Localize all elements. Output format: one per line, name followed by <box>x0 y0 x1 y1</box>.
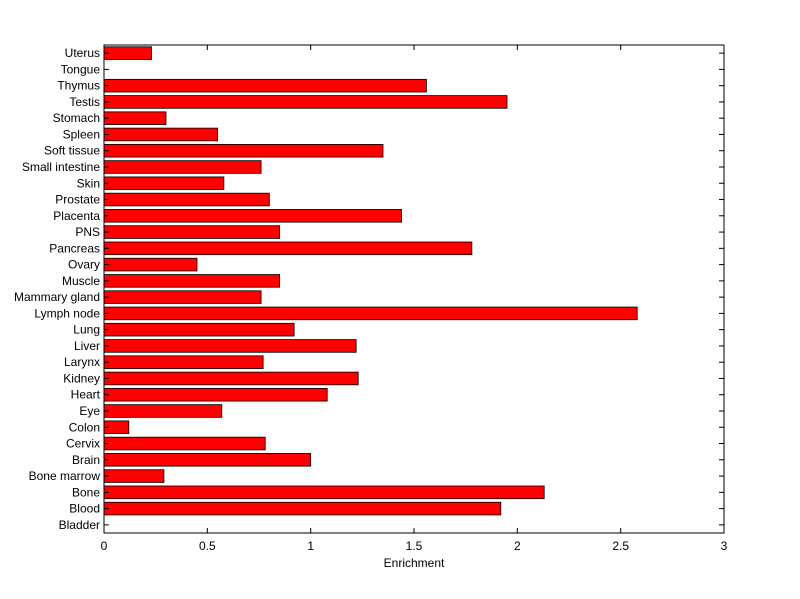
x-tick-labels: 0 0.5 1 1.5 2 2.5 3 <box>101 539 728 553</box>
y-tick-label: Tongue <box>61 62 101 76</box>
y-tick-label: Blood <box>69 502 100 516</box>
y-tick-label: Thymus <box>57 79 100 93</box>
bar-placenta <box>103 209 403 223</box>
y-tick-label: Bladder <box>59 518 100 532</box>
y-tick-label: Eye <box>79 404 100 418</box>
y-tick-label: Liver <box>74 339 100 353</box>
y-tick-label: Testis <box>69 95 100 109</box>
bar-thymus <box>103 78 427 93</box>
x-tick-label: 1 <box>307 539 314 553</box>
y-tick-label: Muscle <box>62 274 100 288</box>
y-tick-label: Kidney <box>63 371 100 385</box>
bar-brain <box>103 453 312 467</box>
bar-bone <box>103 485 545 500</box>
y-tick-label: Uterus <box>65 46 100 60</box>
y-tick-label: Mammary gland <box>14 290 100 304</box>
tick-marks <box>103 45 725 533</box>
y-tick-label: Small intestine <box>22 160 100 174</box>
bar-bone-marrow <box>103 469 165 483</box>
x-tick-label: 3 <box>721 539 728 553</box>
y-tick-label: Lymph node <box>34 306 100 320</box>
bar-lung <box>103 322 295 337</box>
x-tick-label: 2.5 <box>612 539 629 553</box>
bar-small-intestine <box>103 160 262 174</box>
y-tick-label: Colon <box>69 420 100 434</box>
y-tick-label: Bone <box>72 485 100 499</box>
y-tick-label: PNS <box>75 225 100 239</box>
bar-heart <box>103 387 328 402</box>
bar-muscle <box>103 274 281 288</box>
x-axis-label: Enrichment <box>384 556 445 570</box>
bar-blood <box>103 501 502 516</box>
bar-pns <box>103 225 281 239</box>
bars <box>103 46 638 516</box>
y-tick-label: Soft tissue <box>44 144 100 158</box>
bar-ovary <box>103 257 198 272</box>
bar-mammary-gland <box>103 290 262 304</box>
bar-pancreas <box>103 241 473 256</box>
bar-lymph-node <box>103 306 638 321</box>
bar-spleen <box>103 127 219 142</box>
y-tick-label: Pancreas <box>49 241 100 255</box>
y-tick-label: Prostate <box>55 193 100 207</box>
bar-eye <box>103 404 223 418</box>
y-tick-label: Larynx <box>64 355 100 369</box>
y-tick-label: Placenta <box>53 209 100 223</box>
plot-area-frame <box>103 44 725 534</box>
bar-cervix <box>103 436 266 451</box>
y-tick-label: Bone marrow <box>29 469 101 483</box>
bar-kidney <box>103 371 359 386</box>
x-tick-label: 1.5 <box>406 539 423 553</box>
y-tick-label: Spleen <box>63 127 100 141</box>
y-tick-label: Skin <box>77 176 100 190</box>
y-tick-label: Lung <box>73 323 100 337</box>
bar-liver <box>103 339 357 353</box>
bar-larynx <box>103 355 264 369</box>
bar-soft-tissue <box>103 143 384 158</box>
y-tick-label: Heart <box>71 388 101 402</box>
y-tick-labels: Bladder Blood Bone Bone marrow Brain Cervix Co… <box>14 46 101 532</box>
x-tick-label: 0.5 <box>199 539 216 553</box>
y-tick-label: Cervix <box>66 437 100 451</box>
y-tick-label: Ovary <box>68 258 100 272</box>
bar-skin <box>103 176 225 191</box>
bar-prostate <box>103 192 270 207</box>
y-tick-label: Brain <box>72 453 100 467</box>
x-tick-label: 0 <box>101 539 108 553</box>
bar-testis <box>103 95 508 109</box>
bar-uterus <box>103 46 152 60</box>
bar-stomach <box>103 111 167 125</box>
y-tick-label: Stomach <box>53 111 100 125</box>
x-tick-label: 2 <box>514 539 521 553</box>
